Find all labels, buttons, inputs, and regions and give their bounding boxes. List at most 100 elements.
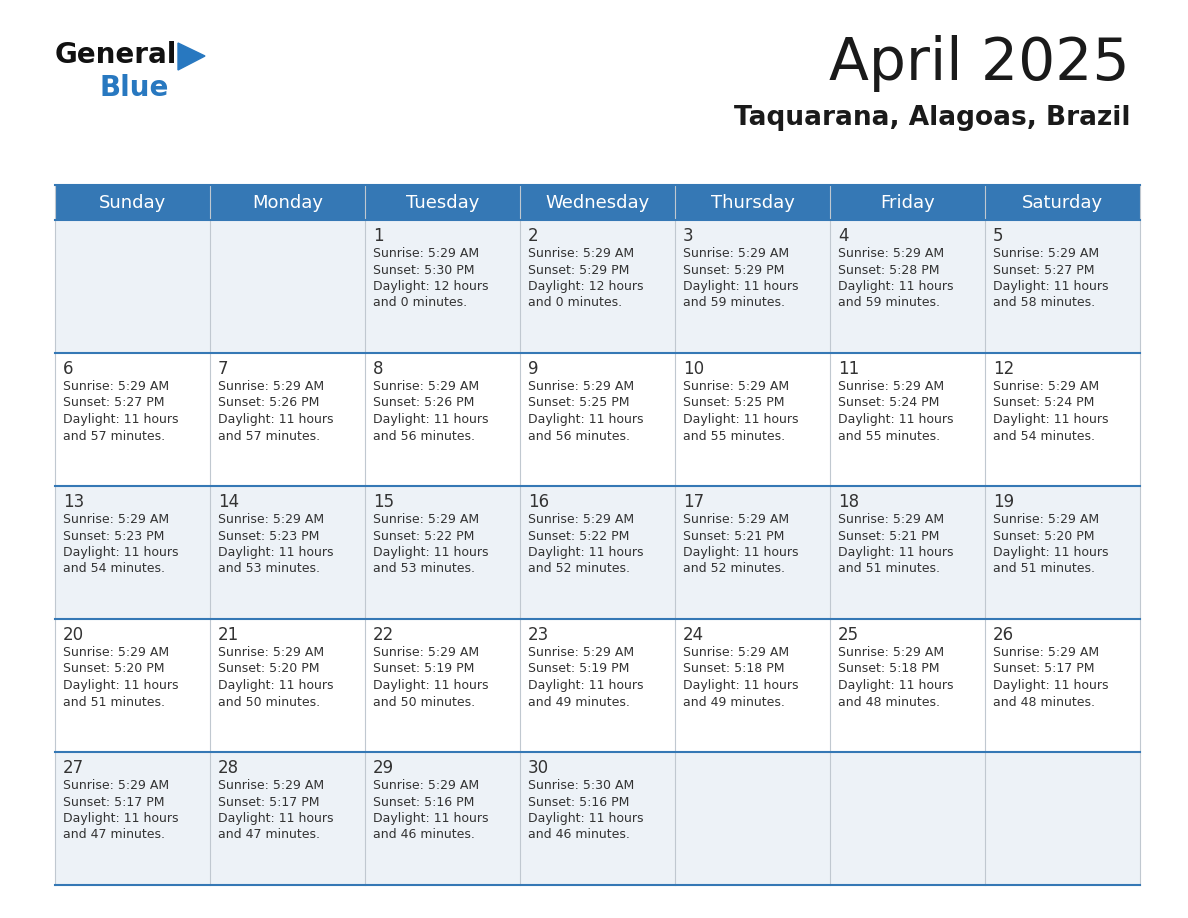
Text: Sunset: 5:29 PM: Sunset: 5:29 PM	[683, 263, 784, 276]
Text: Sunrise: 5:29 AM: Sunrise: 5:29 AM	[993, 513, 1099, 526]
Text: and 50 minutes.: and 50 minutes.	[373, 696, 475, 709]
Text: Sunset: 5:21 PM: Sunset: 5:21 PM	[838, 530, 940, 543]
Text: Daylight: 11 hours: Daylight: 11 hours	[63, 679, 178, 692]
Text: 18: 18	[838, 493, 859, 511]
Text: Sunrise: 5:29 AM: Sunrise: 5:29 AM	[219, 779, 324, 792]
Text: 19: 19	[993, 493, 1015, 511]
Text: Daylight: 11 hours: Daylight: 11 hours	[683, 546, 798, 559]
Bar	[55, 619, 1140, 752]
Text: Daylight: 11 hours: Daylight: 11 hours	[219, 546, 334, 559]
Text: Daylight: 11 hours: Daylight: 11 hours	[527, 679, 644, 692]
Text: Daylight: 11 hours: Daylight: 11 hours	[683, 679, 798, 692]
Text: Sunset: 5:20 PM: Sunset: 5:20 PM	[993, 530, 1094, 543]
Text: Tuesday: Tuesday	[406, 194, 479, 211]
Text: Daylight: 11 hours: Daylight: 11 hours	[993, 413, 1108, 426]
Polygon shape	[178, 43, 206, 70]
Text: and 48 minutes.: and 48 minutes.	[838, 696, 940, 709]
Text: and 0 minutes.: and 0 minutes.	[373, 297, 467, 309]
Text: Sunrise: 5:29 AM: Sunrise: 5:29 AM	[838, 380, 944, 393]
Text: Sunset: 5:20 PM: Sunset: 5:20 PM	[63, 663, 164, 676]
Text: Daylight: 11 hours: Daylight: 11 hours	[63, 413, 178, 426]
Text: Thursday: Thursday	[710, 194, 795, 211]
Text: and 57 minutes.: and 57 minutes.	[63, 430, 165, 442]
Text: Sunrise: 5:29 AM: Sunrise: 5:29 AM	[373, 513, 479, 526]
Text: 7: 7	[219, 360, 228, 378]
Text: and 58 minutes.: and 58 minutes.	[993, 297, 1095, 309]
Text: and 49 minutes.: and 49 minutes.	[527, 696, 630, 709]
Text: Sunrise: 5:29 AM: Sunrise: 5:29 AM	[373, 380, 479, 393]
Text: Sunrise: 5:29 AM: Sunrise: 5:29 AM	[527, 380, 634, 393]
Text: Sunset: 5:21 PM: Sunset: 5:21 PM	[683, 530, 784, 543]
Text: 5: 5	[993, 227, 1004, 245]
Text: Sunrise: 5:29 AM: Sunrise: 5:29 AM	[683, 380, 789, 393]
Text: Sunset: 5:18 PM: Sunset: 5:18 PM	[838, 663, 940, 676]
Text: Daylight: 11 hours: Daylight: 11 hours	[373, 413, 488, 426]
Text: 15: 15	[373, 493, 394, 511]
Text: Sunrise: 5:29 AM: Sunrise: 5:29 AM	[527, 646, 634, 659]
Text: and 51 minutes.: and 51 minutes.	[993, 563, 1095, 576]
Bar	[55, 220, 1140, 353]
Bar	[55, 752, 1140, 885]
Text: 23: 23	[527, 626, 549, 644]
Text: Sunrise: 5:29 AM: Sunrise: 5:29 AM	[63, 779, 169, 792]
Bar	[55, 185, 1140, 220]
Text: Sunset: 5:26 PM: Sunset: 5:26 PM	[373, 397, 474, 409]
Text: Daylight: 11 hours: Daylight: 11 hours	[219, 679, 334, 692]
Text: Sunrise: 5:29 AM: Sunrise: 5:29 AM	[219, 646, 324, 659]
Text: 21: 21	[219, 626, 239, 644]
Text: Sunset: 5:17 PM: Sunset: 5:17 PM	[219, 796, 320, 809]
Text: 29: 29	[373, 759, 394, 777]
Text: Friday: Friday	[880, 194, 935, 211]
Text: Sunset: 5:25 PM: Sunset: 5:25 PM	[527, 397, 630, 409]
Text: Daylight: 11 hours: Daylight: 11 hours	[683, 413, 798, 426]
Text: Daylight: 11 hours: Daylight: 11 hours	[527, 413, 644, 426]
Text: Sunset: 5:17 PM: Sunset: 5:17 PM	[63, 796, 164, 809]
Text: April 2025: April 2025	[829, 35, 1130, 92]
Text: Daylight: 11 hours: Daylight: 11 hours	[838, 280, 954, 293]
Text: Daylight: 11 hours: Daylight: 11 hours	[993, 280, 1108, 293]
Text: Sunrise: 5:29 AM: Sunrise: 5:29 AM	[683, 247, 789, 260]
Text: Sunrise: 5:29 AM: Sunrise: 5:29 AM	[838, 247, 944, 260]
Text: and 0 minutes.: and 0 minutes.	[527, 297, 623, 309]
Text: Daylight: 11 hours: Daylight: 11 hours	[838, 679, 954, 692]
Text: Sunset: 5:26 PM: Sunset: 5:26 PM	[219, 397, 320, 409]
Text: Sunset: 5:30 PM: Sunset: 5:30 PM	[373, 263, 474, 276]
Text: 8: 8	[373, 360, 384, 378]
Text: Sunset: 5:16 PM: Sunset: 5:16 PM	[527, 796, 630, 809]
Text: Taquarana, Alagoas, Brazil: Taquarana, Alagoas, Brazil	[733, 105, 1130, 131]
Text: 1: 1	[373, 227, 384, 245]
Text: Daylight: 11 hours: Daylight: 11 hours	[219, 812, 334, 825]
Text: Daylight: 11 hours: Daylight: 11 hours	[993, 546, 1108, 559]
Text: and 48 minutes.: and 48 minutes.	[993, 696, 1095, 709]
Text: Daylight: 11 hours: Daylight: 11 hours	[838, 413, 954, 426]
Text: Daylight: 12 hours: Daylight: 12 hours	[373, 280, 488, 293]
Text: Saturday: Saturday	[1022, 194, 1104, 211]
Text: Sunrise: 5:29 AM: Sunrise: 5:29 AM	[373, 779, 479, 792]
Text: Sunrise: 5:29 AM: Sunrise: 5:29 AM	[527, 513, 634, 526]
Text: and 54 minutes.: and 54 minutes.	[63, 563, 165, 576]
Text: 4: 4	[838, 227, 848, 245]
Text: Sunrise: 5:30 AM: Sunrise: 5:30 AM	[527, 779, 634, 792]
Text: 20: 20	[63, 626, 84, 644]
Text: Sunset: 5:19 PM: Sunset: 5:19 PM	[373, 663, 474, 676]
Text: Wednesday: Wednesday	[545, 194, 650, 211]
Text: Sunset: 5:27 PM: Sunset: 5:27 PM	[993, 263, 1094, 276]
Text: and 56 minutes.: and 56 minutes.	[527, 430, 630, 442]
Text: 12: 12	[993, 360, 1015, 378]
Bar	[55, 353, 1140, 486]
Text: and 46 minutes.: and 46 minutes.	[373, 829, 475, 842]
Text: 22: 22	[373, 626, 394, 644]
Text: 6: 6	[63, 360, 74, 378]
Text: Sunset: 5:24 PM: Sunset: 5:24 PM	[993, 397, 1094, 409]
Text: and 52 minutes.: and 52 minutes.	[683, 563, 785, 576]
Text: Sunset: 5:20 PM: Sunset: 5:20 PM	[219, 663, 320, 676]
Text: Sunrise: 5:29 AM: Sunrise: 5:29 AM	[219, 380, 324, 393]
Text: Sunset: 5:17 PM: Sunset: 5:17 PM	[993, 663, 1094, 676]
Text: and 59 minutes.: and 59 minutes.	[838, 297, 940, 309]
Text: 16: 16	[527, 493, 549, 511]
Text: Daylight: 11 hours: Daylight: 11 hours	[993, 679, 1108, 692]
Text: 27: 27	[63, 759, 84, 777]
Text: Sunrise: 5:29 AM: Sunrise: 5:29 AM	[683, 513, 789, 526]
Text: Daylight: 11 hours: Daylight: 11 hours	[683, 280, 798, 293]
Text: Sunrise: 5:29 AM: Sunrise: 5:29 AM	[63, 646, 169, 659]
